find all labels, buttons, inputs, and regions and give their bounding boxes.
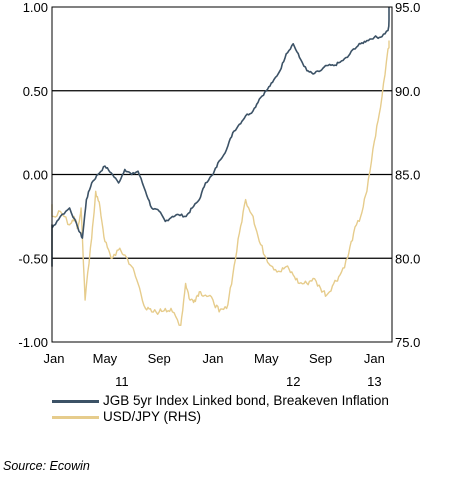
legend-label-usdjpy: USD/JPY (RHS) bbox=[103, 409, 202, 424]
series-line-usdjpy bbox=[51, 40, 390, 326]
right-tick-label: 80.0 bbox=[395, 251, 420, 266]
left-tick-label: 0.50 bbox=[23, 84, 48, 99]
x-tick-label: Sep bbox=[309, 351, 332, 366]
left-tick-label: -0.50 bbox=[18, 251, 48, 266]
series-lines bbox=[51, 7, 390, 326]
legend-item-usdjpy: USD/JPY (RHS) bbox=[52, 409, 389, 425]
year-label: 12 bbox=[286, 374, 300, 389]
gridlines bbox=[52, 90, 392, 259]
source-note: Source: Ecowin bbox=[3, 459, 90, 473]
x-tick-label: May bbox=[254, 351, 279, 366]
legend-label-jgb: JGB 5yr Index Linked bond, Breakeven Inf… bbox=[103, 393, 389, 408]
right-tick-label: 85.0 bbox=[395, 168, 420, 183]
x-tick-label: Jan bbox=[202, 351, 223, 366]
right-tick-label: 75.0 bbox=[395, 335, 420, 350]
series-line-jgb bbox=[51, 7, 390, 267]
left-tick-label: -1.00 bbox=[18, 335, 48, 350]
legend-swatch-jgb bbox=[52, 399, 99, 403]
legend-swatch-usdjpy bbox=[52, 415, 99, 419]
x-tick-label: Jan bbox=[44, 351, 65, 366]
year-label: 13 bbox=[367, 374, 381, 389]
legend-item-jgb: JGB 5yr Index Linked bond, Breakeven Inf… bbox=[52, 393, 389, 409]
x-tick-label: May bbox=[93, 351, 118, 366]
right-tick-label: 95.0 bbox=[395, 0, 420, 15]
plot-frame bbox=[51, 6, 393, 343]
left-tick-label: 0.00 bbox=[23, 168, 48, 183]
year-label: 11 bbox=[115, 374, 129, 389]
legend: JGB 5yr Index Linked bond, Breakeven Inf… bbox=[52, 393, 389, 425]
chart-area: 1.00 0.50 0.00 -0.50 -1.00 95.0 90.0 85.0 80.0 75… bbox=[18, 0, 420, 389]
left-tick-label: 1.00 bbox=[23, 0, 48, 15]
right-tick-label: 90.0 bbox=[395, 84, 420, 99]
x-tick-label: Sep bbox=[148, 351, 171, 366]
tick-labels: 1.00 0.50 0.00 -0.50 -1.00 95.0 90.0 85.0 80.0 75… bbox=[18, 0, 420, 389]
x-tick-label: Jan bbox=[364, 351, 385, 366]
